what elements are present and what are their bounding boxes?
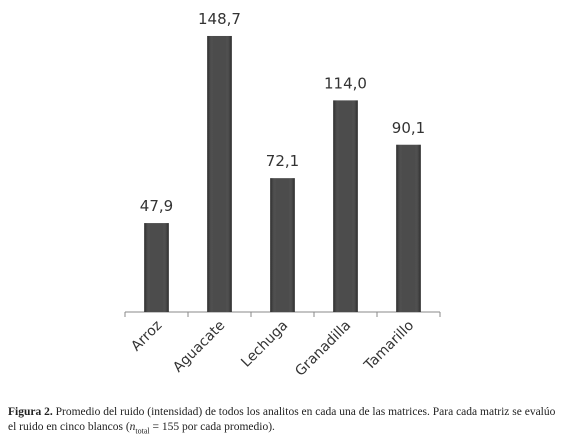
caption-variable: n bbox=[129, 421, 136, 433]
bar-shade bbox=[144, 223, 169, 312]
caption-rest: = 155 por cada promedio). bbox=[149, 421, 275, 433]
caption-label: Figura 2. bbox=[8, 406, 53, 418]
figure-caption: Figura 2. Promedio del ruido (intensidad… bbox=[8, 405, 564, 438]
value-label: 47,9 bbox=[140, 197, 173, 215]
bar-shade bbox=[270, 178, 295, 312]
caption-subscript: total bbox=[135, 426, 150, 436]
x-tick-label: Granadilla bbox=[292, 318, 354, 380]
caption-text: Promedio del ruido (intensidad) de todos… bbox=[8, 406, 556, 433]
chart: 47,9 Arroz 148,7 Aguacate 72,1 Lechuga 114,0 Gr… bbox=[124, 10, 441, 380]
value-label: 148,7 bbox=[198, 10, 241, 28]
value-label: 72,1 bbox=[266, 152, 299, 170]
bar-shade bbox=[207, 35, 232, 313]
x-tick-label: Arroz bbox=[128, 318, 165, 355]
x-tick-label: Tamarillo bbox=[361, 318, 418, 375]
x-tick-label: Aguacate bbox=[170, 318, 228, 376]
x-tick-label: Lechuga bbox=[238, 318, 291, 371]
bar-shade bbox=[333, 100, 358, 312]
value-label: 114,0 bbox=[324, 74, 367, 92]
bar-shade bbox=[396, 144, 421, 312]
value-label: 90,1 bbox=[392, 119, 425, 137]
